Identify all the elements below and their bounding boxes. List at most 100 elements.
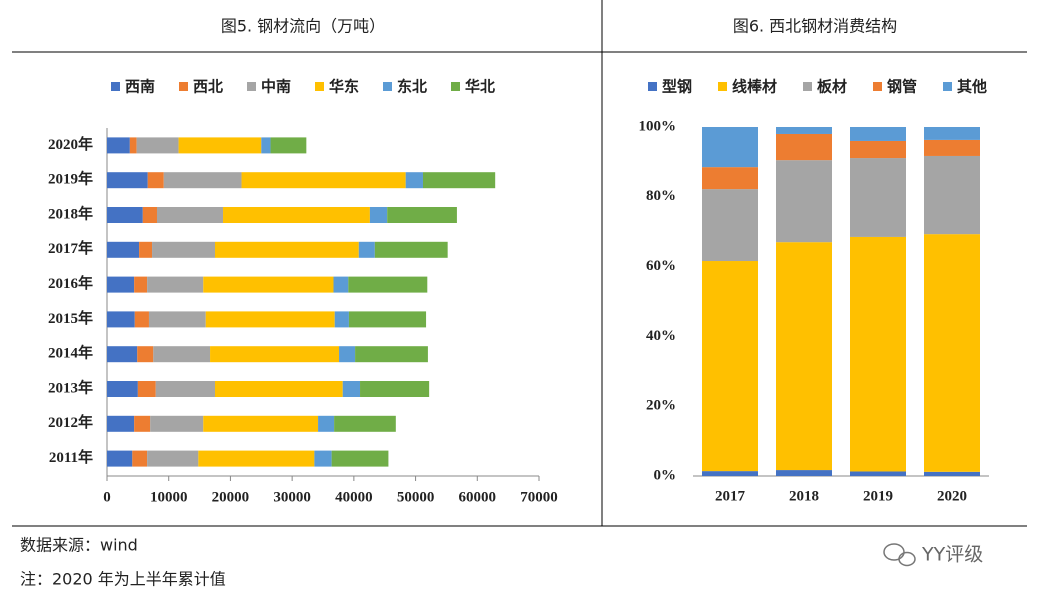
bar-segment — [360, 381, 430, 397]
watermark-icon — [883, 543, 916, 567]
x-tick-label: 40000 — [335, 489, 373, 505]
x-tick-label: 50000 — [397, 489, 435, 505]
bar-segment — [147, 172, 164, 189]
bar-segment — [776, 242, 832, 471]
bar-segment — [270, 137, 307, 154]
bar-segment — [203, 415, 319, 432]
bar-segment — [924, 139, 980, 156]
legend-swatch — [943, 82, 952, 91]
legend-swatch — [873, 82, 882, 91]
legend-swatch — [315, 82, 324, 91]
bar-segment — [107, 311, 135, 328]
legend-swatch — [111, 82, 120, 91]
y-tick-label: 0% — [654, 467, 677, 483]
legend-swatch — [803, 82, 812, 91]
y-tick-label: 2020年 — [48, 135, 93, 153]
footnote: 注：2020 年为上半年累计值 — [20, 570, 226, 589]
bar-segment — [107, 415, 135, 432]
x-tick-label: 10000 — [150, 489, 188, 505]
bar-segment — [152, 241, 215, 258]
bar-segment — [107, 276, 135, 293]
bar-segment — [333, 276, 349, 293]
x-tick-label: 2020 — [937, 488, 967, 504]
bar-segment — [205, 311, 335, 328]
bar-segment — [776, 127, 832, 134]
legend-label: 华东 — [329, 78, 359, 96]
bar-segment — [134, 276, 148, 293]
source-note: 数据来源：wind — [20, 536, 138, 555]
bar-segment — [261, 137, 271, 154]
bar-segment — [178, 137, 262, 154]
y-tick-label: 2011年 — [49, 448, 93, 466]
bar-segment — [331, 450, 389, 467]
bar-segment — [339, 346, 356, 363]
bar-segment — [107, 172, 148, 189]
bar-segment — [776, 470, 832, 476]
legend-label: 板材 — [817, 78, 847, 96]
y-tick-label: 40% — [646, 328, 676, 344]
y-tick-label: 2019年 — [48, 170, 93, 188]
bar-segment — [210, 346, 340, 363]
y-tick-label: 20% — [646, 398, 676, 414]
bar-segment — [223, 207, 370, 223]
bar-segment — [137, 381, 156, 397]
bar-segment — [136, 137, 179, 154]
y-tick-label: 80% — [646, 188, 676, 204]
x-tick-label: 70000 — [520, 489, 558, 505]
bar-segment — [155, 381, 215, 397]
bar-segment — [348, 311, 427, 328]
bar-segment — [198, 450, 315, 467]
x-tick-label: 0 — [103, 489, 111, 505]
bar-segment — [422, 172, 496, 189]
bar-segment — [355, 346, 428, 363]
bar-segment — [924, 471, 980, 476]
y-tick-label: 100% — [639, 118, 677, 134]
bar-segment — [374, 241, 448, 258]
legend-label: 华北 — [465, 78, 495, 96]
legend-swatch — [718, 82, 727, 91]
bar-segment — [107, 137, 130, 154]
bar-segment — [924, 127, 980, 140]
bar-segment — [134, 415, 151, 432]
legend-label: 线棒材 — [732, 78, 777, 96]
chart-title: 图6. 西北钢材消费结构 — [733, 17, 897, 36]
legend-label: 钢管 — [887, 78, 917, 96]
x-tick-label: 2018 — [789, 488, 819, 504]
x-tick-label: 60000 — [459, 489, 497, 505]
legend-label: 西南 — [125, 78, 155, 96]
bar-segment — [241, 172, 406, 189]
bar-segment — [387, 207, 457, 223]
bar-segment — [334, 415, 396, 432]
legend-swatch — [179, 82, 188, 91]
legend-swatch — [247, 82, 256, 91]
bar-segment — [107, 381, 138, 397]
bar-segment — [148, 311, 206, 328]
bar-segment — [107, 241, 140, 258]
y-tick-label: 2015年 — [48, 309, 93, 327]
bar-segment — [153, 346, 211, 363]
bar-segment — [107, 346, 138, 363]
chart-title: 图5. 钢材流向（万吨） — [221, 17, 385, 36]
bar-segment — [142, 207, 157, 223]
bar-segment — [850, 140, 906, 159]
bar-segment — [702, 261, 758, 472]
bar-segment — [850, 127, 906, 141]
bar-segment — [107, 207, 143, 223]
bar-segment — [137, 346, 154, 363]
bar-segment — [314, 450, 332, 467]
bar-segment — [850, 158, 906, 237]
y-tick-label: 2018年 — [48, 204, 93, 222]
y-tick-label: 2013年 — [48, 378, 93, 396]
bar-segment — [156, 207, 224, 223]
watermark: YY评级 — [921, 544, 983, 566]
x-tick-label: 30000 — [273, 489, 311, 505]
bar-segment — [702, 189, 758, 262]
bar-segment — [702, 167, 758, 190]
bar-segment — [850, 236, 906, 472]
bar-segment — [129, 137, 137, 154]
bar-segment — [850, 471, 906, 476]
bar-segment — [132, 450, 148, 467]
bar-segment — [215, 241, 359, 258]
x-tick-label: 20000 — [212, 489, 250, 505]
